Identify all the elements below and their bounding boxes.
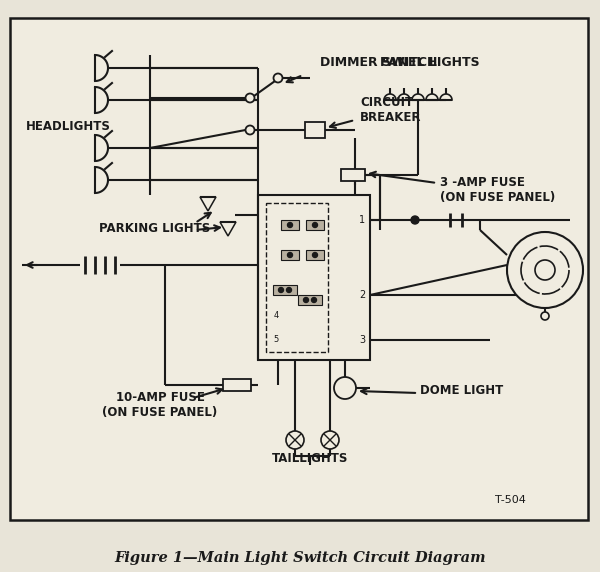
- Circle shape: [313, 223, 317, 228]
- Circle shape: [287, 223, 293, 228]
- Bar: [341, 169, 365, 181]
- Text: 2: 2: [359, 290, 365, 300]
- Circle shape: [321, 431, 339, 449]
- Circle shape: [287, 252, 293, 257]
- Text: 3: 3: [359, 335, 365, 345]
- Circle shape: [541, 312, 549, 320]
- Text: Figure 1—Main Light Switch Circuit Diagram: Figure 1—Main Light Switch Circuit Diagr…: [114, 551, 486, 565]
- Bar: [281, 250, 299, 260]
- Text: CIRCUIT
BREAKER: CIRCUIT BREAKER: [360, 96, 421, 124]
- Circle shape: [311, 297, 317, 303]
- Text: DOME LIGHT: DOME LIGHT: [420, 383, 503, 396]
- Bar: [273, 285, 297, 295]
- Circle shape: [278, 288, 284, 292]
- Circle shape: [334, 377, 356, 399]
- Text: DIMMER SWITCH: DIMMER SWITCH: [320, 55, 437, 69]
- Circle shape: [287, 288, 292, 292]
- Text: 10-AMP FUSE
(ON FUSE PANEL): 10-AMP FUSE (ON FUSE PANEL): [103, 391, 218, 419]
- Circle shape: [313, 252, 317, 257]
- Circle shape: [304, 297, 308, 303]
- Bar: [305, 122, 325, 138]
- Bar: [258, 195, 370, 360]
- Text: 5: 5: [274, 336, 278, 344]
- Text: PANEL LIGHTS: PANEL LIGHTS: [380, 55, 480, 69]
- Bar: [10, 18, 588, 520]
- Circle shape: [245, 93, 254, 102]
- Text: T-504: T-504: [494, 495, 526, 505]
- Text: TAILLIGHTS: TAILLIGHTS: [272, 451, 348, 464]
- Text: HEADLIGHTS: HEADLIGHTS: [26, 121, 110, 133]
- Text: 3 -AMP FUSE
(ON FUSE PANEL): 3 -AMP FUSE (ON FUSE PANEL): [440, 176, 555, 204]
- Bar: [266, 203, 328, 352]
- Circle shape: [507, 232, 583, 308]
- Circle shape: [274, 73, 283, 82]
- Bar: [281, 220, 299, 230]
- Circle shape: [411, 216, 419, 224]
- Text: 1: 1: [359, 215, 365, 225]
- Bar: [298, 295, 322, 305]
- Circle shape: [245, 125, 254, 134]
- Text: PARKING LIGHTS: PARKING LIGHTS: [100, 221, 211, 235]
- Bar: [223, 379, 251, 391]
- Text: 4: 4: [274, 311, 278, 320]
- Circle shape: [535, 260, 555, 280]
- Circle shape: [286, 431, 304, 449]
- Bar: [306, 250, 324, 260]
- Bar: [306, 220, 324, 230]
